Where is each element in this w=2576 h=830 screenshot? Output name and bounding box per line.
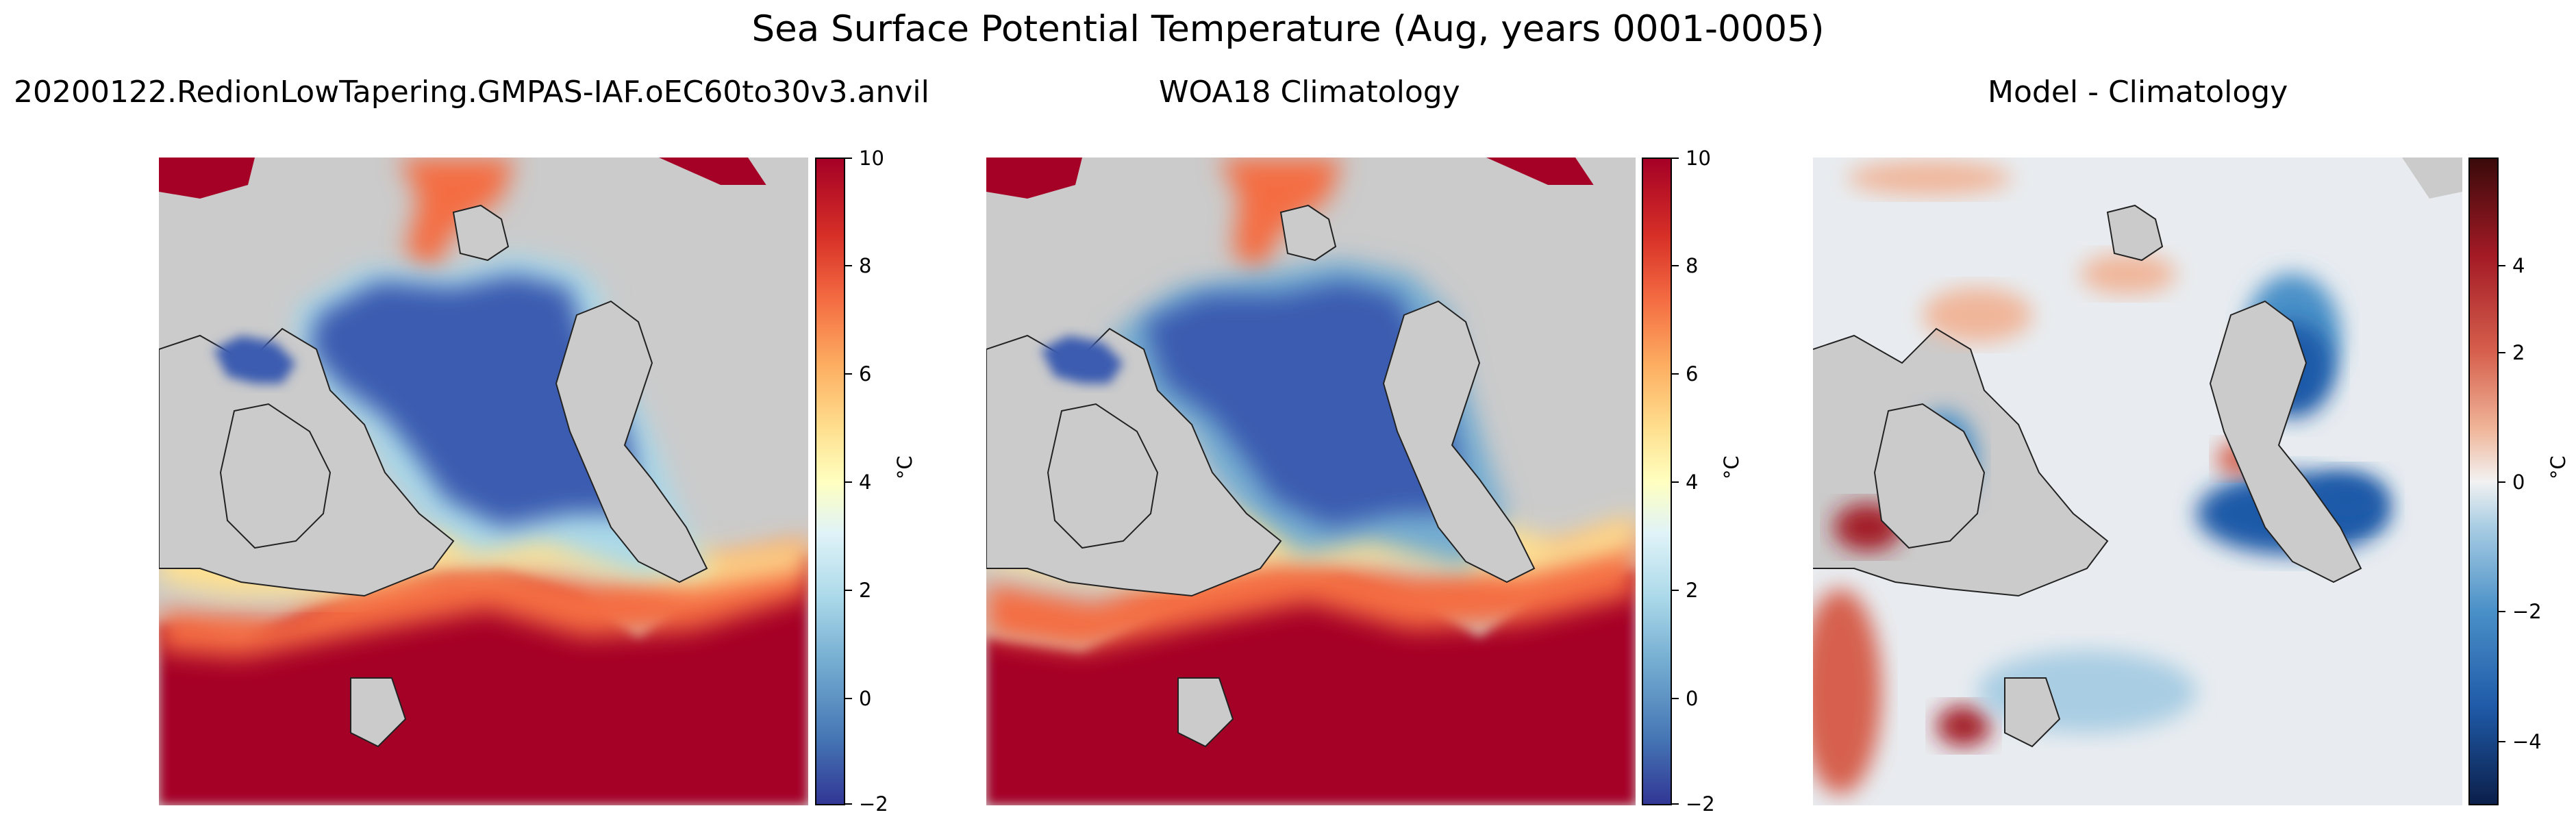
panel-2-tick: 0 [1686,687,1699,710]
panel-2-tick: 6 [1686,362,1699,386]
panel-1-tick: 10 [859,147,884,170]
panel-3-tick: −2 [2512,600,2542,623]
panel-2-tick: 2 [1686,579,1699,602]
panel-3-tick: −4 [2512,730,2542,753]
panel-2-title: WOA18 Climatology [1159,75,1460,110]
panel-1-tick: 6 [859,362,872,386]
panel-1-tick: 8 [859,254,872,277]
panel-3-tick: 2 [2512,341,2525,364]
panel-1-tick: −2 [859,792,888,816]
panel-3-colorbar [2468,158,2499,805]
panel-3-tick: 0 [2512,470,2525,494]
panel-1-title: 20200122.RedionLowTapering.GMPAS-IAF.oEC… [14,75,929,110]
panel-1-unit-label: °C [893,455,916,479]
panel-2-tick: 4 [1686,470,1699,494]
panel-2-tick: −2 [1686,792,1715,816]
panel-2-map [986,158,1636,805]
panel-1-tick: 2 [859,579,872,602]
panel-2-tick: 10 [1686,147,1711,170]
figure-title: Sea Surface Potential Temperature (Aug, … [751,8,1825,50]
panel-2-tick: 8 [1686,254,1699,277]
panel-2-field [986,158,1636,805]
panel-3-title: Model - Climatology [1988,75,2288,110]
panel-3-tick: 4 [2512,254,2525,277]
panel-1-tick: 4 [859,470,872,494]
panel-3-field [1813,158,2462,805]
panel-3-unit-label: °C [2547,455,2570,479]
panel-1-map [159,158,808,805]
panel-1-field [159,158,808,805]
panel-3-map [1813,158,2462,805]
panel-1-tick: 0 [859,687,872,710]
panel-2-unit-label: °C [1720,455,1743,479]
panel-1-colorbar [815,158,845,805]
panel-2-colorbar [1642,158,1672,805]
